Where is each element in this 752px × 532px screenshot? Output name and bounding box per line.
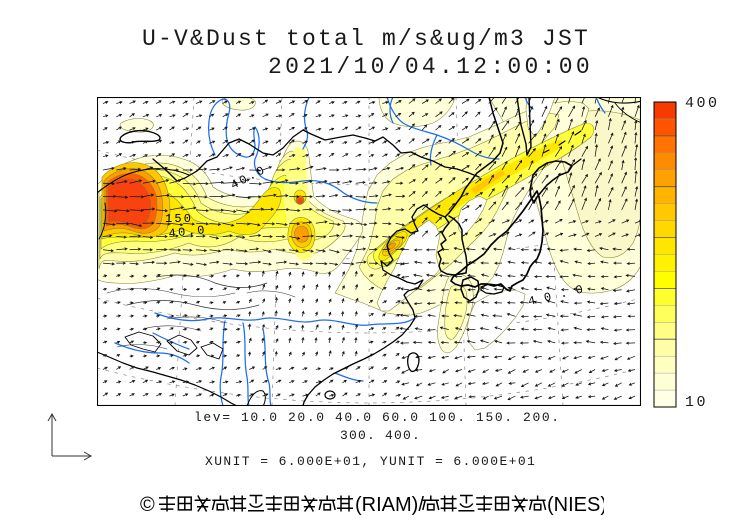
svg-text:150: 150 — [165, 212, 191, 226]
svg-text:(RIAM)/: (RIAM)/ — [355, 494, 424, 516]
svg-text:©: © — [140, 494, 155, 516]
svg-text:(NIES): (NIES) — [547, 494, 604, 516]
